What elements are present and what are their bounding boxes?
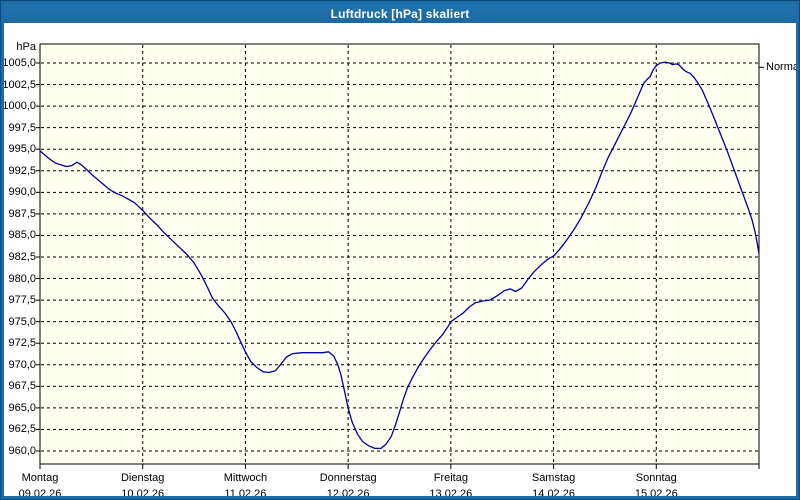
y-tick-label: 975,0 bbox=[8, 315, 36, 328]
y-tick-label: 960,0 bbox=[8, 445, 36, 457]
x-day-label: Montag bbox=[21, 472, 59, 484]
x-date-label: 12.02.26 bbox=[326, 488, 370, 500]
y-tick-label: 980,0 bbox=[8, 272, 36, 285]
x-day-label: Dienstag bbox=[120, 472, 165, 484]
y-tick-label: 985,0 bbox=[8, 229, 36, 242]
x-day-label: Sonntag bbox=[635, 472, 677, 484]
chart-panel: hPa Normal 1005,0 1002,5 1000,0 997,5 995,0 9… bbox=[2, 23, 800, 500]
y-tick-label: 962,5 bbox=[8, 423, 36, 436]
y-tick-label: 972,5 bbox=[8, 337, 36, 350]
y-tick-label: 992,5 bbox=[8, 164, 36, 177]
pressure-line-chart bbox=[36, 43, 764, 469]
y-tick-label: 987,5 bbox=[8, 207, 36, 220]
y-tick-label: 977,5 bbox=[8, 294, 36, 307]
y-tick-label: 982,5 bbox=[8, 251, 36, 263]
y-tick-label: 1005,0 bbox=[2, 57, 36, 69]
x-day-label: Freitag bbox=[433, 472, 468, 484]
x-date-label: 09.02.26 bbox=[18, 488, 62, 500]
y-tick-label: 965,0 bbox=[8, 401, 36, 414]
x-day-label: Samstag bbox=[531, 472, 576, 484]
x-date-label: 15.02.26 bbox=[634, 488, 678, 500]
y-tick-label: 967,5 bbox=[8, 380, 36, 393]
normal-annotation-label: Normal bbox=[766, 61, 800, 74]
y-tick-label: 1000,0 bbox=[2, 100, 36, 113]
y-tick-label: 995,0 bbox=[8, 143, 36, 156]
y-tick-label: 997,5 bbox=[8, 121, 36, 134]
window-title: Luftdruck [hPa] skaliert bbox=[330, 6, 470, 21]
y-tick-label: 990,0 bbox=[8, 186, 36, 199]
x-date-label: 11.02.26 bbox=[224, 488, 267, 500]
x-date-label: 10.02.26 bbox=[121, 488, 165, 500]
plot-area bbox=[39, 43, 760, 465]
y-axis-unit-label: hPa bbox=[16, 41, 36, 53]
y-tick-label: 1002,5 bbox=[2, 78, 36, 91]
x-day-label: Donnerstag bbox=[319, 472, 377, 484]
y-tick-label: 970,0 bbox=[8, 358, 36, 371]
x-date-label: 14.02.26 bbox=[532, 488, 575, 500]
x-day-label: Mittwoch bbox=[223, 472, 268, 484]
window-title-bar: Luftdruck [hPa] skaliert bbox=[4, 4, 796, 23]
pressure-series-line bbox=[39, 61, 760, 450]
x-date-label: 13.02.26 bbox=[429, 488, 473, 500]
